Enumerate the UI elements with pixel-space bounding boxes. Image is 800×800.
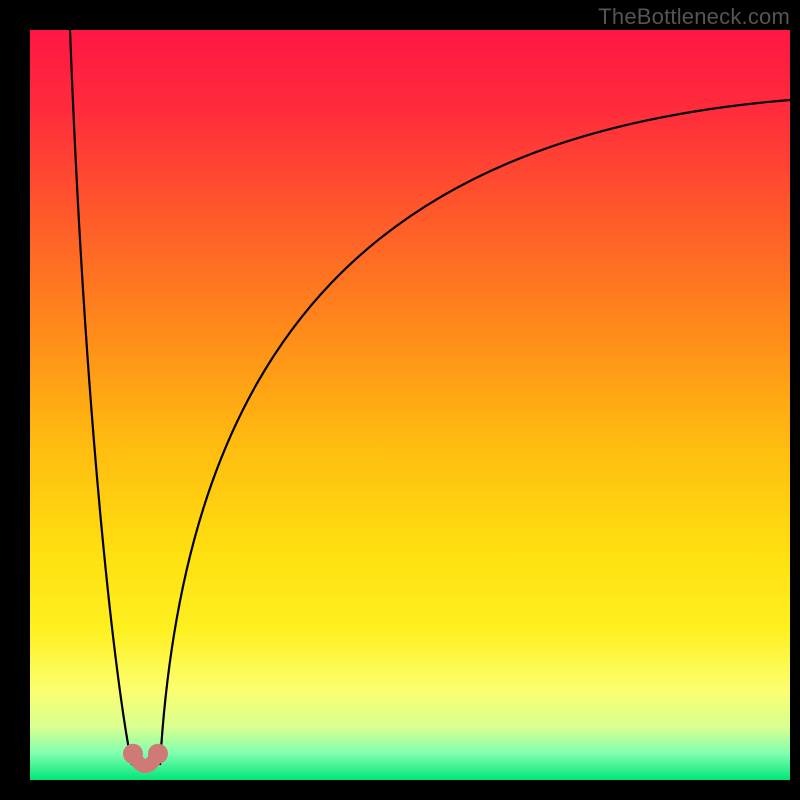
chart-svg	[0, 0, 800, 800]
chart-container: TheBottleneck.com	[0, 0, 800, 800]
valley-marker-0	[123, 744, 143, 764]
valley-marker-1	[148, 744, 168, 764]
plot-area	[30, 30, 790, 780]
watermark-text: TheBottleneck.com	[598, 4, 790, 30]
